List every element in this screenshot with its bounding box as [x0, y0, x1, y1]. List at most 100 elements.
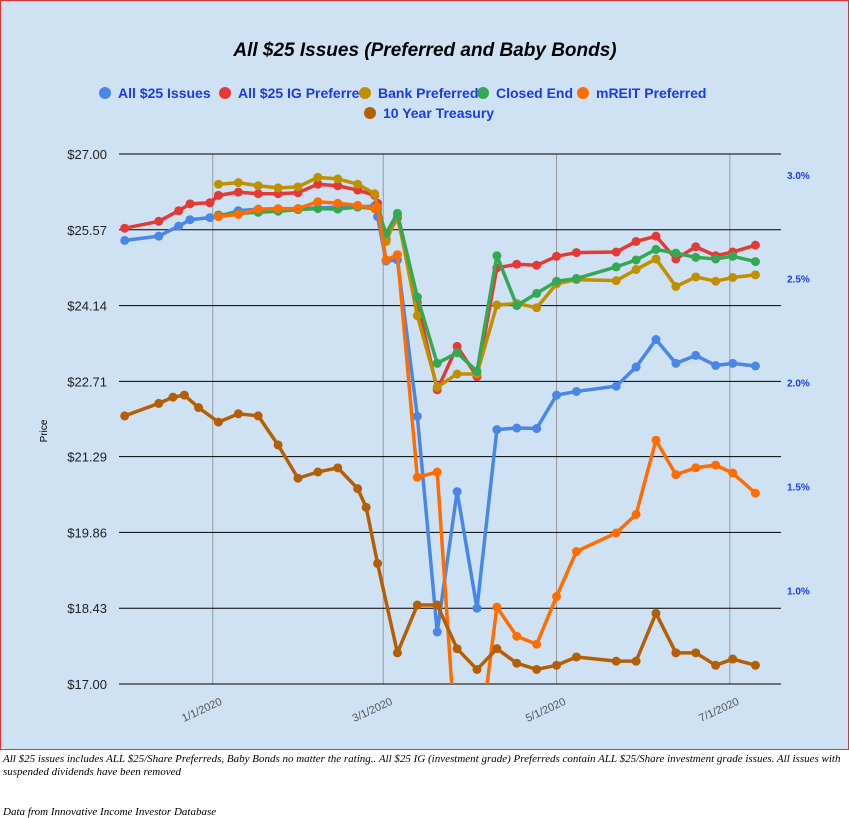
data-point: [273, 183, 283, 193]
data-point: [313, 197, 323, 207]
legend-label: mREIT Preferred: [596, 85, 706, 101]
data-point: [611, 656, 621, 666]
data-point: [631, 656, 641, 666]
data-point: [512, 423, 522, 433]
data-point: [651, 254, 661, 264]
data-point: [174, 221, 184, 231]
data-point: [492, 425, 502, 435]
data-point: [691, 350, 701, 360]
chart-frame: All $25 Issues (Preferred and Baby Bonds…: [0, 0, 849, 750]
data-point: [571, 547, 581, 556]
y-tick-label: $21.29: [67, 450, 107, 465]
data-point: [472, 664, 482, 674]
data-point: [691, 648, 701, 658]
y-tick-label: $25.57: [67, 223, 107, 238]
data-point: [353, 200, 363, 210]
data-point: [571, 248, 581, 258]
data-point: [313, 467, 323, 477]
data-point: [671, 248, 681, 258]
y-tick-label: $27.00: [67, 147, 107, 162]
data-point: [333, 198, 343, 208]
legend-label: 10 Year Treasury: [383, 105, 494, 121]
data-point: [532, 303, 542, 313]
legend-swatch: [99, 87, 111, 99]
legend-label: Closed End: [496, 85, 573, 101]
data-point: [253, 189, 263, 199]
data-point: [120, 411, 130, 421]
data-point: [750, 270, 760, 280]
data-point: [750, 240, 760, 250]
data-point: [552, 660, 562, 670]
data-point: [711, 254, 721, 264]
data-point: [293, 473, 303, 483]
data-point: [691, 463, 701, 473]
data-point: [154, 398, 164, 408]
series-line: [218, 199, 757, 684]
data-point: [233, 178, 243, 188]
legend-item-2: All $25 IG Preferred: [219, 85, 368, 101]
data-point: [571, 386, 581, 396]
data-point: [611, 276, 621, 286]
legend: All $25 Issues All $25 IG Preferred Bank P…: [99, 85, 706, 121]
data-point: [512, 658, 522, 668]
legend-item-4: Closed End: [477, 85, 573, 101]
data-point: [253, 411, 263, 421]
data-point: [691, 272, 701, 282]
data-point: [472, 603, 482, 613]
data-point: [452, 369, 462, 379]
data-point: [711, 276, 721, 286]
data-point: [381, 255, 391, 265]
legend-swatch: [364, 107, 376, 119]
data-point: [512, 259, 522, 269]
data-point: [671, 648, 681, 658]
data-point: [154, 216, 164, 226]
legend-swatch: [219, 87, 231, 99]
data-point: [631, 509, 641, 519]
data-point: [452, 341, 462, 351]
data-point: [313, 204, 323, 214]
series-6: [120, 390, 760, 674]
data-point: [194, 403, 204, 413]
data-point: [532, 288, 542, 298]
data-point: [631, 236, 641, 246]
data-point: [452, 348, 462, 358]
data-point: [651, 335, 661, 344]
data-point: [472, 366, 482, 376]
data-point: [728, 272, 738, 282]
y2-tick-label: 1.0%: [787, 586, 810, 597]
legend-label: All $25 IG Preferred: [238, 85, 368, 101]
data-point: [492, 644, 502, 654]
data-point: [432, 467, 442, 477]
data-point: [293, 204, 303, 214]
data-point: [333, 463, 343, 473]
data-point: [373, 558, 383, 568]
data-point: [392, 250, 402, 260]
data-point: [120, 223, 130, 233]
data-point: [611, 528, 621, 538]
data-point: [353, 484, 363, 494]
y-tick-label: $18.43: [67, 601, 107, 616]
data-point: [711, 360, 721, 370]
data-point: [233, 209, 243, 219]
data-point: [273, 204, 283, 214]
data-point: [179, 390, 189, 400]
data-point: [552, 251, 562, 261]
data-point: [154, 231, 164, 241]
data-point: [651, 231, 661, 241]
legend-item-1: All $25 Issues: [99, 85, 211, 101]
data-point: [671, 282, 681, 291]
data-point: [452, 487, 462, 497]
data-point: [750, 488, 760, 498]
x-tick-label: 5/1/2020: [524, 696, 568, 725]
y-tick-label: $19.86: [67, 525, 107, 540]
chart: All $25 Issues (Preferred and Baby Bonds…: [39, 40, 810, 725]
data-point: [213, 179, 223, 189]
data-point: [333, 181, 343, 191]
data-point: [750, 660, 760, 670]
y-tick-label: $24.14: [67, 299, 107, 314]
data-point: [492, 300, 502, 310]
y2-tick-label: 2.0%: [787, 379, 810, 390]
data-point: [213, 190, 223, 200]
data-point: [412, 472, 422, 482]
data-point: [412, 411, 422, 421]
